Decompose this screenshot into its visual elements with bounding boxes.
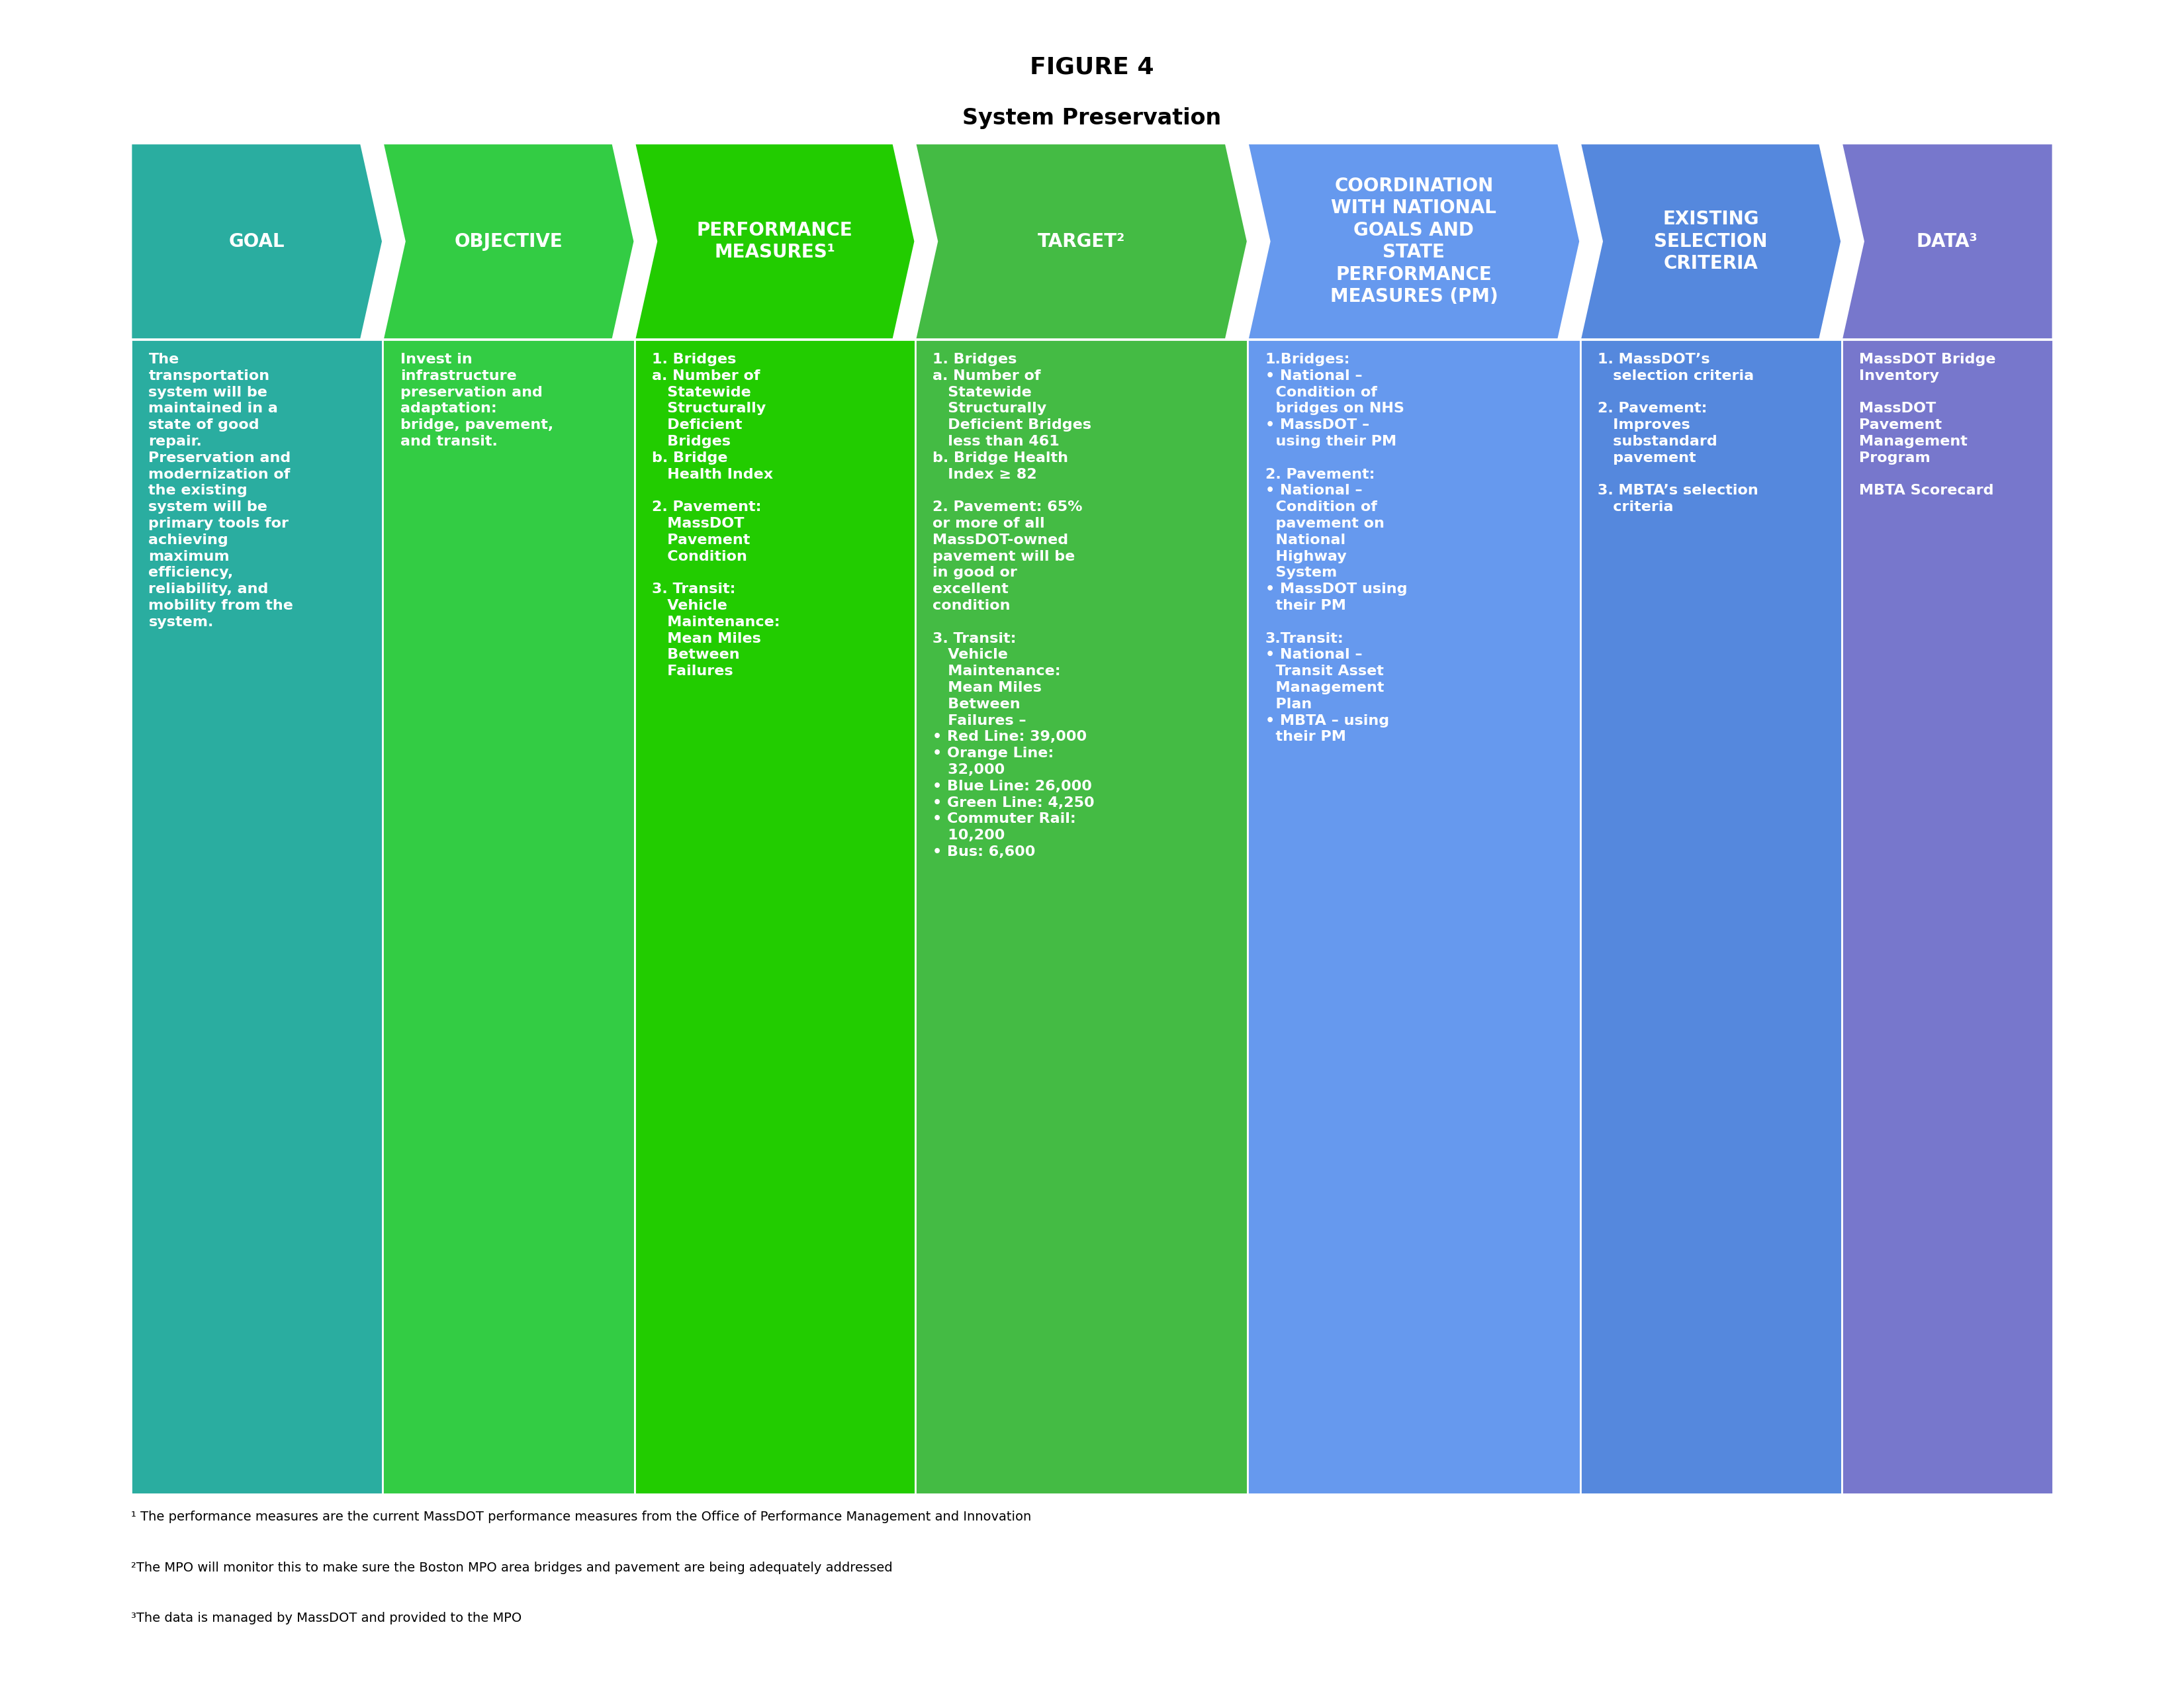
Text: ³The data is managed by MassDOT and provided to the MPO: ³The data is managed by MassDOT and prov… [131,1612,522,1624]
Polygon shape [636,143,915,339]
Bar [131,339,382,1494]
Text: 1. MassDOT’s
   selection criteria

2. Pavement:
   Improves
   substandard
   p: 1. MassDOT’s selection criteria 2. Pavem… [1599,353,1758,513]
Bar [636,339,915,1494]
Text: ¹ The performance measures are the current MassDOT performance measures from the: ¹ The performance measures are the curre… [131,1511,1031,1523]
Polygon shape [131,143,382,339]
Text: COORDINATION
WITH NATIONAL
GOALS AND
STATE
PERFORMANCE
MEASURES (PM): COORDINATION WITH NATIONAL GOALS AND STA… [1330,177,1498,306]
Text: FIGURE 4: FIGURE 4 [1031,56,1153,79]
Text: EXISTING
SELECTION
CRITERIA: EXISTING SELECTION CRITERIA [1653,209,1767,273]
Text: 1.Bridges:
• National –
  Condition of
  bridges on NHS
• MassDOT –
  using thei: 1.Bridges: • National – Condition of bri… [1265,353,1406,744]
Text: System Preservation: System Preservation [963,108,1221,128]
Bar [1581,339,1841,1494]
Text: The
transportation
system will be
maintained in a
state of good
repair.
Preserva: The transportation system will be mainta… [149,353,293,628]
Bar [382,339,636,1494]
Bar [1247,339,1581,1494]
Text: DATA³: DATA³ [1918,233,1979,250]
Polygon shape [1581,143,1841,339]
Text: 1. Bridges
a. Number of
   Statewide
   Structurally
   Deficient Bridges
   les: 1. Bridges a. Number of Statewide Struct… [933,353,1094,859]
Bar [915,339,1247,1494]
Text: GOAL: GOAL [229,233,284,250]
Text: ²The MPO will monitor this to make sure the Boston MPO area bridges and pavement: ²The MPO will monitor this to make sure … [131,1561,893,1573]
Text: OBJECTIVE: OBJECTIVE [454,233,563,250]
Text: PERFORMANCE
MEASURES¹: PERFORMANCE MEASURES¹ [697,221,854,262]
Text: 1. Bridges
a. Number of
   Statewide
   Structurally
   Deficient
   Bridges
b. : 1. Bridges a. Number of Statewide Struct… [653,353,780,679]
Polygon shape [382,143,636,339]
Polygon shape [915,143,1247,339]
Polygon shape [1841,143,2053,339]
Text: TARGET²: TARGET² [1037,233,1125,250]
Text: Invest in
infrastructure
preservation and
adaptation:
bridge, pavement,
and tran: Invest in infrastructure preservation an… [400,353,553,447]
Text: MassDOT Bridge
Inventory

MassDOT
Pavement
Management
Program

MBTA Scorecard: MassDOT Bridge Inventory MassDOT Pavemen… [1859,353,1996,498]
Bar [1841,339,2053,1494]
Polygon shape [1247,143,1581,339]
